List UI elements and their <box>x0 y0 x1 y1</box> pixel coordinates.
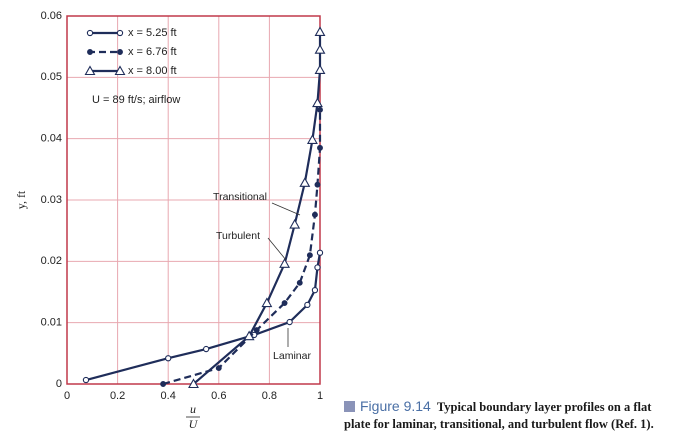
caption-line: plate for laminar, transitional, and tur… <box>344 417 654 431</box>
marker <box>87 49 93 55</box>
marker <box>311 287 319 294</box>
marker <box>202 345 210 353</box>
series-line <box>162 109 322 386</box>
marker <box>317 106 323 113</box>
y-tick-label: 0.03 <box>41 194 62 206</box>
marker <box>215 365 222 372</box>
caption-line: Typical boundary layer profiles on a fla… <box>436 400 652 414</box>
marker <box>314 64 326 75</box>
marker <box>312 97 323 108</box>
x-tick-label: 1 <box>317 390 323 402</box>
x-tick-label: 0.2 <box>110 390 125 402</box>
marker <box>261 297 273 308</box>
caption: Figure 9.14 Typical boundary layer profil… <box>344 398 694 433</box>
marker <box>289 218 301 229</box>
marker <box>165 355 172 362</box>
marker <box>296 279 303 286</box>
caption-icon <box>344 401 355 412</box>
annotation: Transitional <box>213 191 267 203</box>
marker <box>114 65 126 76</box>
annotation-leader <box>267 237 287 261</box>
marker <box>314 26 326 36</box>
marker <box>306 252 313 259</box>
y-tick-label: 0 <box>56 378 62 390</box>
marker <box>160 381 167 387</box>
marker <box>314 44 326 54</box>
marker <box>279 258 291 268</box>
marker <box>86 29 94 37</box>
x-tick-label: 0.6 <box>211 390 226 402</box>
annotation: Laminar <box>273 350 311 362</box>
marker <box>82 376 90 384</box>
marker <box>299 177 311 187</box>
y-tick-label: 0.06 <box>41 10 62 22</box>
figure-number: Figure 9.14 <box>360 398 431 414</box>
marker <box>314 264 321 271</box>
marker <box>188 378 199 389</box>
marker <box>311 211 318 218</box>
marker <box>281 300 288 306</box>
y-tick-label: 0.05 <box>41 71 62 83</box>
marker <box>304 301 311 309</box>
y-tick-label: 0.01 <box>41 317 62 329</box>
marker <box>84 65 96 76</box>
marker <box>316 249 324 256</box>
marker <box>317 144 323 151</box>
marker <box>306 134 318 144</box>
legend-note: U = 89 ft/s; airflow <box>92 94 180 106</box>
annotation: Turbulent <box>216 230 260 242</box>
x-tick-label: 0.4 <box>161 390 176 402</box>
marker <box>314 181 321 188</box>
marker <box>253 327 260 333</box>
marker <box>243 330 255 341</box>
legend-label: x = 8.00 ft <box>128 65 177 77</box>
marker <box>286 318 293 326</box>
x-axis-label-numerator: u <box>190 402 196 416</box>
x-axis-label-denominator: U <box>189 417 199 431</box>
y-tick-label: 0.04 <box>41 133 62 145</box>
annotation-leader <box>271 202 301 216</box>
x-tick-label: 0.8 <box>262 390 277 402</box>
marker <box>116 29 124 37</box>
legend-label: x = 5.25 ft <box>128 27 177 39</box>
y-tick-label: 0.02 <box>41 255 62 267</box>
legend-label: x = 6.76 ft <box>128 46 177 58</box>
x-tick-label: 0 <box>64 390 70 402</box>
marker <box>117 49 123 55</box>
y-axis-label: y, ft <box>14 190 28 209</box>
